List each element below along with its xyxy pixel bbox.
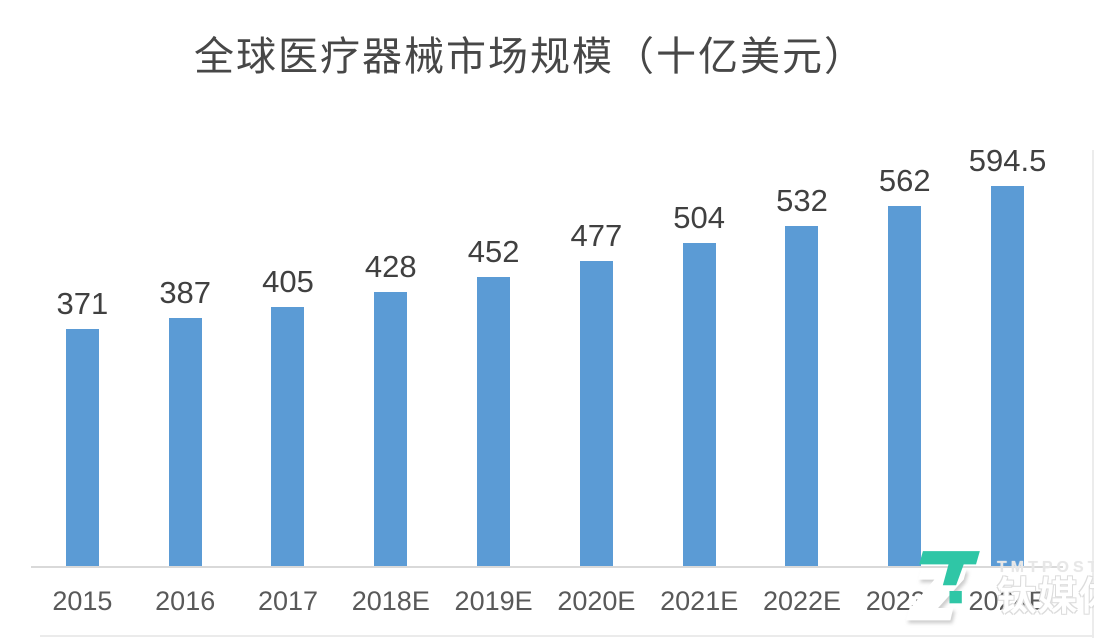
bar	[65, 328, 99, 566]
bar-value-label: 405	[262, 263, 314, 299]
bar-value-label: 428	[364, 249, 417, 285]
page-right-edge	[1092, 150, 1094, 638]
bar-value-label: 594.5	[968, 142, 1047, 178]
bar	[271, 306, 305, 566]
x-axis-label: 2017	[257, 586, 319, 616]
bar	[579, 260, 613, 566]
bar-column: 504	[648, 182, 751, 566]
bar-value-label: 532	[776, 182, 828, 218]
x-axis-line	[31, 566, 1063, 568]
bar-column: 371	[31, 182, 134, 566]
x-axis-label: 2021E	[660, 586, 739, 616]
bar	[374, 292, 408, 566]
bar-column: 562	[853, 165, 956, 566]
bar-column: 594.5	[956, 145, 1059, 566]
bar	[888, 206, 922, 566]
bar-chart-plot-area: 371 387 405 428 452 477 504 532 562 594.5	[31, 145, 1059, 566]
page-bottom-edge	[40, 635, 1094, 637]
bar-value-label: 504	[673, 200, 726, 236]
x-axis-label: 2022E	[762, 586, 842, 616]
x-axis-label: 2015	[52, 586, 113, 616]
chart-title: 全球医疗器械市场规模（十亿美元）	[194, 34, 866, 79]
bar-value-label: 387	[159, 275, 212, 311]
x-axis-label: 2024E	[968, 586, 1047, 616]
bar	[477, 276, 511, 566]
bar-column: 405	[237, 182, 340, 566]
bar-column: 477	[545, 182, 648, 566]
x-axis-label: 2016	[155, 586, 216, 616]
bar	[785, 225, 819, 566]
bar	[168, 318, 202, 566]
x-axis-label: 2018E	[351, 586, 430, 616]
bar-column: 532	[751, 182, 854, 566]
bar-value-label: 452	[467, 233, 520, 269]
bar-column: 428	[339, 182, 442, 566]
bar-column: 452	[442, 182, 545, 566]
x-axis-label: 2020E	[557, 586, 636, 616]
bar-value-label: 477	[570, 217, 623, 253]
bar-column: 387	[134, 182, 237, 566]
bar	[991, 185, 1025, 566]
bar-value-label: 562	[878, 163, 931, 199]
bar-value-label: 371	[56, 285, 109, 321]
x-axis-label: 2019E	[454, 586, 533, 616]
x-axis-labels: 2015 2016 2017 2018E 2019E 2020E 2021E 2022E 202…	[31, 586, 1059, 617]
bar	[682, 243, 716, 566]
x-axis-label: 2023E	[865, 586, 944, 616]
